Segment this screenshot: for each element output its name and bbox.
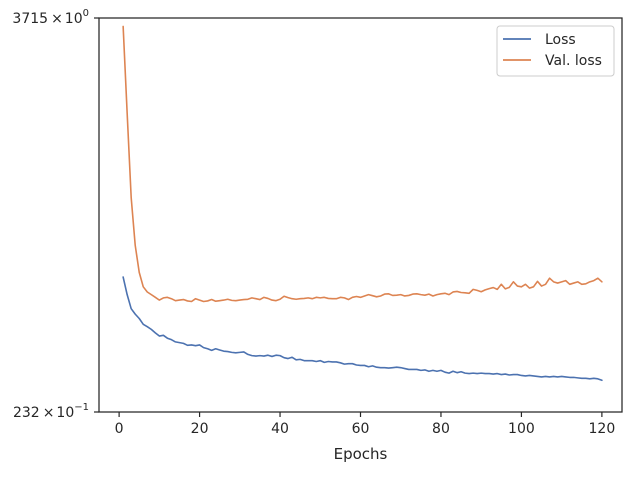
series-layer — [122, 25, 603, 382]
y-tick-mantissa: 232 — [13, 405, 40, 421]
legend-entry-label: Loss — [545, 32, 576, 48]
y-tick-label: 3715 × 100 — [12, 8, 89, 27]
x-tick-label: 100 — [508, 421, 535, 437]
legend-entry-label: Val. loss — [545, 53, 602, 69]
y-tick-base: 10 — [65, 11, 83, 27]
x-tick-label: 20 — [191, 421, 209, 437]
x-axis-label: Epochs — [334, 445, 388, 463]
legend: Loss Val. loss — [496, 25, 615, 77]
series-line-loss — [122, 276, 603, 382]
y-tick-times: × — [43, 405, 55, 421]
x-tick-label: 60 — [352, 421, 370, 437]
y-tick-exponent: −1 — [74, 402, 89, 413]
x-tick-label: 80 — [432, 421, 450, 437]
x-tick-label: 0 — [115, 421, 124, 437]
series-line-val-loss — [122, 25, 603, 303]
x-tick-label: 120 — [589, 421, 616, 437]
y-tick-exponent: 0 — [83, 8, 89, 19]
y-tick-times: × — [51, 11, 63, 27]
x-tick-label: 40 — [271, 421, 289, 437]
plot-area — [98, 17, 623, 413]
x-axis: 0 20 40 60 80 100 120 — [115, 412, 616, 437]
y-tick-mantissa: 3715 — [12, 11, 48, 27]
y-tick-base: 10 — [56, 405, 74, 421]
plot-frame — [98, 17, 623, 413]
y-tick-label: 232 × 10−1 — [13, 402, 89, 421]
